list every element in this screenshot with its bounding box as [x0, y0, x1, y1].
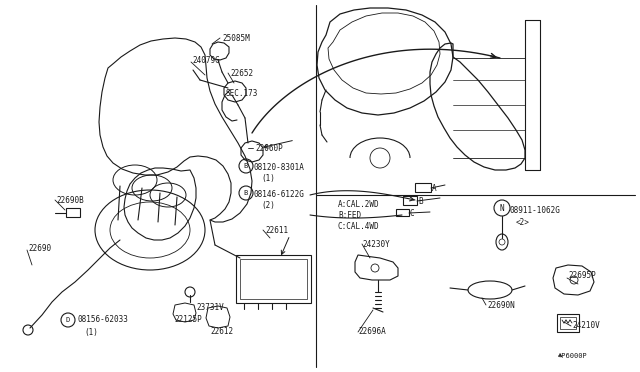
Text: 22690B: 22690B	[56, 196, 84, 205]
Bar	[66, 208, 80, 217]
Text: B: B	[244, 190, 248, 196]
Text: (1): (1)	[84, 327, 98, 337]
Text: 23731V: 23731V	[196, 302, 224, 311]
Text: 22652: 22652	[230, 68, 253, 77]
Text: 08911-1062G: 08911-1062G	[510, 205, 561, 215]
Text: ♣P6000P: ♣P6000P	[558, 353, 588, 359]
Text: A:CAL.2WD: A:CAL.2WD	[338, 199, 380, 208]
Bar	[396, 209, 409, 216]
Text: 08146-6122G: 08146-6122G	[254, 189, 305, 199]
Text: 22611: 22611	[265, 225, 288, 234]
Bar	[415, 183, 431, 192]
Bar	[560, 317, 576, 329]
Text: 22690: 22690	[28, 244, 51, 253]
Text: B: B	[244, 163, 248, 169]
Text: C:CAL.4WD: C:CAL.4WD	[338, 221, 380, 231]
Bar	[557, 314, 579, 332]
Text: 24210V: 24210V	[572, 321, 600, 330]
Text: 22690N: 22690N	[487, 301, 515, 310]
Text: 08156-62033: 08156-62033	[77, 315, 128, 324]
Text: 22612: 22612	[210, 327, 233, 337]
Text: B:FED: B:FED	[338, 211, 361, 219]
Text: SEC.173: SEC.173	[225, 89, 257, 97]
Text: C: C	[410, 208, 415, 218]
Text: 22060P: 22060P	[255, 144, 283, 153]
Bar	[240, 259, 307, 299]
Text: D: D	[66, 317, 70, 323]
Text: <2>: <2>	[516, 218, 530, 227]
Text: 08120-8301A: 08120-8301A	[254, 163, 305, 171]
Bar	[403, 196, 417, 205]
Text: 22695P: 22695P	[568, 272, 596, 280]
Text: A: A	[432, 183, 436, 192]
Text: 24230Y: 24230Y	[362, 240, 390, 248]
Bar	[236, 255, 311, 303]
Text: 24079G: 24079G	[192, 55, 220, 64]
Text: 22696A: 22696A	[358, 327, 386, 337]
Text: (2): (2)	[261, 201, 275, 209]
Text: 22125P: 22125P	[174, 315, 202, 324]
Text: (1): (1)	[261, 173, 275, 183]
Text: B: B	[418, 196, 422, 205]
Text: N: N	[500, 203, 504, 212]
Text: 25085M: 25085M	[222, 33, 250, 42]
